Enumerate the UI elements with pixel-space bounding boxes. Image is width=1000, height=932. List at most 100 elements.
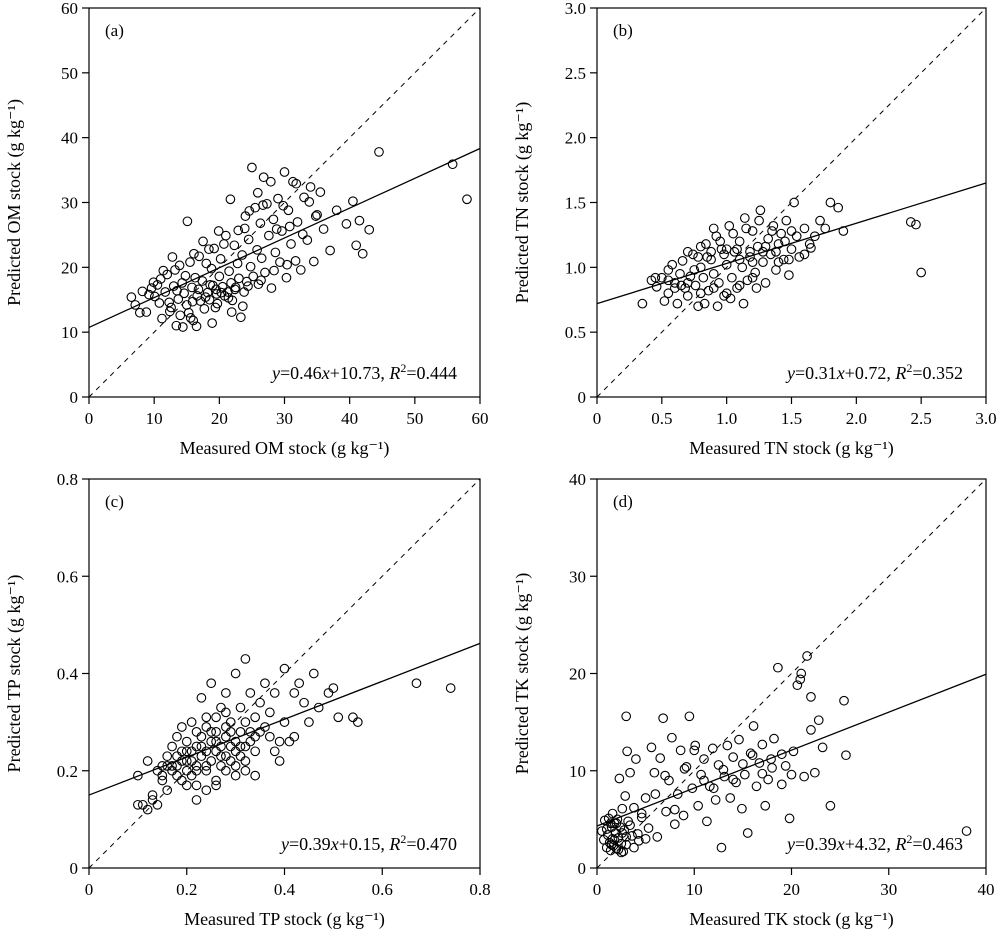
data-point bbox=[230, 668, 241, 679]
data-point bbox=[313, 702, 324, 713]
data-point bbox=[230, 761, 241, 771]
data-point bbox=[130, 300, 141, 310]
data-point bbox=[699, 754, 709, 764]
data-point bbox=[186, 746, 197, 757]
data-point bbox=[312, 209, 322, 220]
data-point bbox=[126, 292, 137, 303]
data-point bbox=[196, 751, 207, 762]
eq-slope: =0.46 bbox=[280, 363, 322, 383]
scatter-points bbox=[637, 197, 927, 312]
data-point bbox=[248, 271, 259, 282]
x-tick-label: 30 bbox=[880, 880, 897, 899]
data-point bbox=[315, 187, 326, 197]
data-point bbox=[738, 298, 749, 309]
data-point bbox=[656, 272, 667, 283]
data-point bbox=[757, 768, 768, 779]
data-point bbox=[141, 307, 152, 317]
data-point bbox=[411, 678, 422, 689]
data-point bbox=[796, 668, 807, 679]
data-point bbox=[191, 741, 202, 752]
x-tick-label: 60 bbox=[472, 409, 489, 428]
data-point bbox=[789, 197, 799, 208]
data-point bbox=[299, 192, 309, 203]
data-point bbox=[201, 746, 212, 757]
data-point bbox=[809, 231, 820, 242]
data-point bbox=[291, 178, 302, 189]
y-tick-label: 0 bbox=[70, 388, 79, 407]
data-point bbox=[264, 731, 275, 742]
data-point bbox=[217, 281, 228, 292]
scatter-points bbox=[597, 651, 972, 858]
data-point bbox=[675, 268, 685, 279]
data-point bbox=[757, 739, 768, 750]
data-point bbox=[781, 215, 792, 226]
data-point bbox=[660, 770, 670, 781]
data-point bbox=[748, 721, 759, 731]
data-point bbox=[708, 223, 719, 234]
data-point bbox=[172, 770, 182, 781]
data-point bbox=[721, 244, 732, 255]
data-point bbox=[751, 283, 762, 293]
eq-y: y bbox=[785, 363, 795, 383]
data-point bbox=[206, 756, 217, 766]
data-point bbox=[462, 194, 472, 205]
data-point bbox=[605, 845, 616, 856]
data-point bbox=[186, 717, 197, 727]
data-point bbox=[679, 763, 690, 774]
data-point bbox=[352, 717, 363, 727]
data-point bbox=[221, 688, 231, 698]
data-point bbox=[613, 844, 624, 855]
data-point bbox=[279, 663, 290, 674]
data-point bbox=[737, 803, 747, 814]
eq-x: x bbox=[836, 363, 845, 383]
data-point bbox=[157, 313, 167, 324]
data-point bbox=[243, 234, 254, 245]
data-point bbox=[225, 741, 236, 752]
x-tick-label: 0.5 bbox=[651, 409, 672, 428]
panel-4: 0 10 20 30 40 0 10 20 30 40 Measured TK stock (g k… bbox=[512, 470, 995, 930]
y-tick-label: 0 bbox=[578, 388, 587, 407]
data-point bbox=[185, 313, 196, 323]
data-point bbox=[185, 257, 195, 267]
data-point bbox=[237, 250, 247, 260]
data-point bbox=[209, 243, 219, 254]
data-point bbox=[636, 808, 647, 819]
data-point bbox=[245, 688, 256, 698]
eq-superscript: 2 bbox=[400, 361, 406, 375]
data-point bbox=[211, 712, 221, 723]
data-point bbox=[663, 275, 674, 286]
data-point bbox=[211, 289, 222, 299]
data-point bbox=[164, 306, 175, 317]
data-point bbox=[354, 215, 365, 226]
data-point bbox=[260, 678, 270, 689]
data-point bbox=[200, 292, 211, 303]
data-point bbox=[445, 683, 456, 693]
data-point bbox=[611, 818, 622, 829]
data-point bbox=[689, 745, 700, 756]
data-point bbox=[191, 780, 202, 791]
panel-2: 0 0.5 1.0 1.5 2.0 2.5 3.0 0 0.5 1.0 1.5 2.0 2.5 3.0 Me… bbox=[512, 0, 997, 459]
data-point bbox=[221, 707, 231, 718]
regression-line bbox=[596, 673, 987, 827]
x-axis-label: Measured OM stock (g kg⁻¹) bbox=[180, 438, 390, 459]
eq-r: R bbox=[388, 834, 400, 854]
data-point bbox=[331, 205, 342, 216]
y-tick-label: 10 bbox=[61, 323, 78, 342]
data-point bbox=[601, 824, 612, 834]
data-point bbox=[710, 795, 721, 805]
data-point bbox=[222, 287, 233, 297]
eq-slope: =0.39 bbox=[289, 834, 331, 854]
data-point bbox=[799, 771, 809, 782]
data-point bbox=[152, 799, 163, 810]
data-point bbox=[157, 761, 168, 771]
data-point bbox=[751, 781, 762, 792]
data-point bbox=[304, 197, 315, 207]
data-point bbox=[133, 770, 143, 781]
data-point bbox=[162, 761, 173, 771]
data-point bbox=[650, 272, 661, 283]
data-point bbox=[268, 214, 279, 225]
data-point bbox=[794, 252, 805, 262]
x-tick-label: 20 bbox=[783, 880, 800, 899]
data-point bbox=[289, 731, 300, 742]
data-point bbox=[216, 741, 226, 752]
